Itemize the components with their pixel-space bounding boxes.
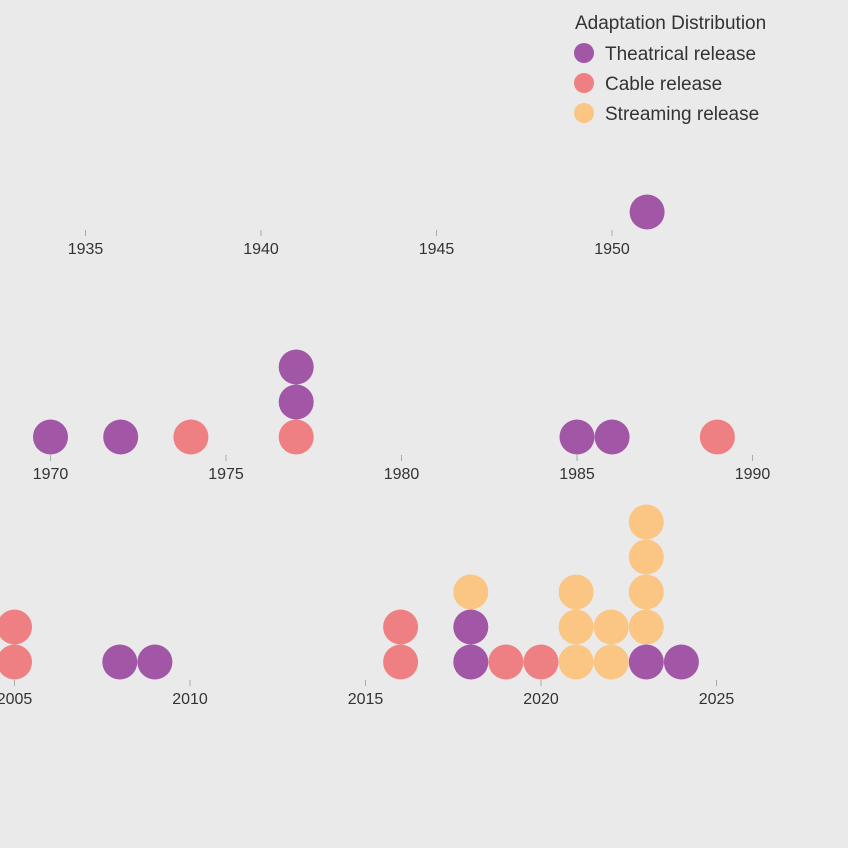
- dot-cable-2005: [0, 644, 32, 680]
- dot-theatrical-2008: [102, 644, 138, 680]
- tick-label: 2020: [523, 691, 559, 708]
- legend: Adaptation Distribution Theatrical relea…: [574, 13, 766, 125]
- dot-theatrical-1985: [559, 419, 595, 455]
- dot-streaming-2021: [558, 609, 594, 645]
- dot-cable-2020: [523, 644, 559, 680]
- tick-label: 1945: [419, 241, 455, 258]
- dot-streaming-2021: [558, 574, 594, 610]
- legend-label-cable: Cable release: [605, 74, 722, 95]
- dot-streaming-2022: [593, 644, 629, 680]
- tick-label: 1935: [68, 241, 104, 258]
- dot-streaming-2021: [558, 644, 594, 680]
- dot-streaming-2023: [628, 574, 664, 610]
- tick-label: 2010: [172, 691, 208, 708]
- dot-streaming-2022: [593, 609, 629, 645]
- timeline-row: 1935 1940 1945 1950: [68, 194, 665, 258]
- dot-theatrical-1972: [103, 419, 139, 455]
- dot-theatrical-1970: [33, 419, 68, 455]
- dot-theatrical-2018: [453, 609, 489, 645]
- dot-theatrical-2009: [137, 644, 173, 680]
- tick-label: 2025: [699, 691, 735, 708]
- dot-streaming-2023: [628, 609, 664, 645]
- dot-streaming-2018: [453, 574, 489, 610]
- dot-cable-2005: [0, 609, 32, 645]
- dot-cable-1989: [699, 419, 735, 455]
- dot-streaming-2023: [628, 504, 664, 540]
- dot-cable-1977: [278, 419, 314, 455]
- dot-streaming-2023: [628, 539, 664, 575]
- tick-label: 1980: [384, 466, 420, 483]
- tick-label: 1990: [735, 466, 771, 483]
- timeline-row: 2005 2010 2015 2020 2025: [0, 504, 735, 708]
- dot-cable-2019: [488, 644, 524, 680]
- dot-cable-1974: [173, 419, 209, 455]
- tick-label: 1940: [243, 241, 279, 258]
- tick-label: 2005: [0, 691, 32, 708]
- legend-swatch-theatrical: [574, 43, 594, 63]
- tick-label: 2015: [348, 691, 384, 708]
- timeline-row: 1970 1975 1980 1985 1990: [33, 349, 771, 483]
- legend-swatch-cable: [574, 73, 594, 93]
- tick-label: 1970: [33, 466, 69, 483]
- dot-theatrical-2024: [663, 644, 699, 680]
- dot-theatrical-1977: [278, 384, 314, 420]
- dot-theatrical-2023: [628, 644, 664, 680]
- tick-label: 1950: [594, 241, 630, 258]
- timeline-rows: 1935 1940 1945 1950 1970 1975 1980 1985 1990 2005…: [0, 194, 771, 708]
- dot-theatrical-1977: [278, 349, 314, 385]
- dot-theatrical-1951: [629, 194, 665, 230]
- dot-theatrical-1986: [594, 419, 630, 455]
- dot-cable-2016: [383, 609, 419, 645]
- legend-label-theatrical: Theatrical release: [605, 44, 756, 65]
- tick-label: 1985: [559, 466, 595, 483]
- legend-swatch-streaming: [574, 103, 594, 123]
- legend-title: Adaptation Distribution: [575, 13, 766, 34]
- legend-label-streaming: Streaming release: [605, 104, 759, 125]
- dot-cable-2016: [383, 644, 419, 680]
- dot-theatrical-2018: [453, 644, 489, 680]
- legend-items: Theatrical release Cable release Streaming…: [574, 43, 759, 125]
- tick-label: 1975: [208, 466, 244, 483]
